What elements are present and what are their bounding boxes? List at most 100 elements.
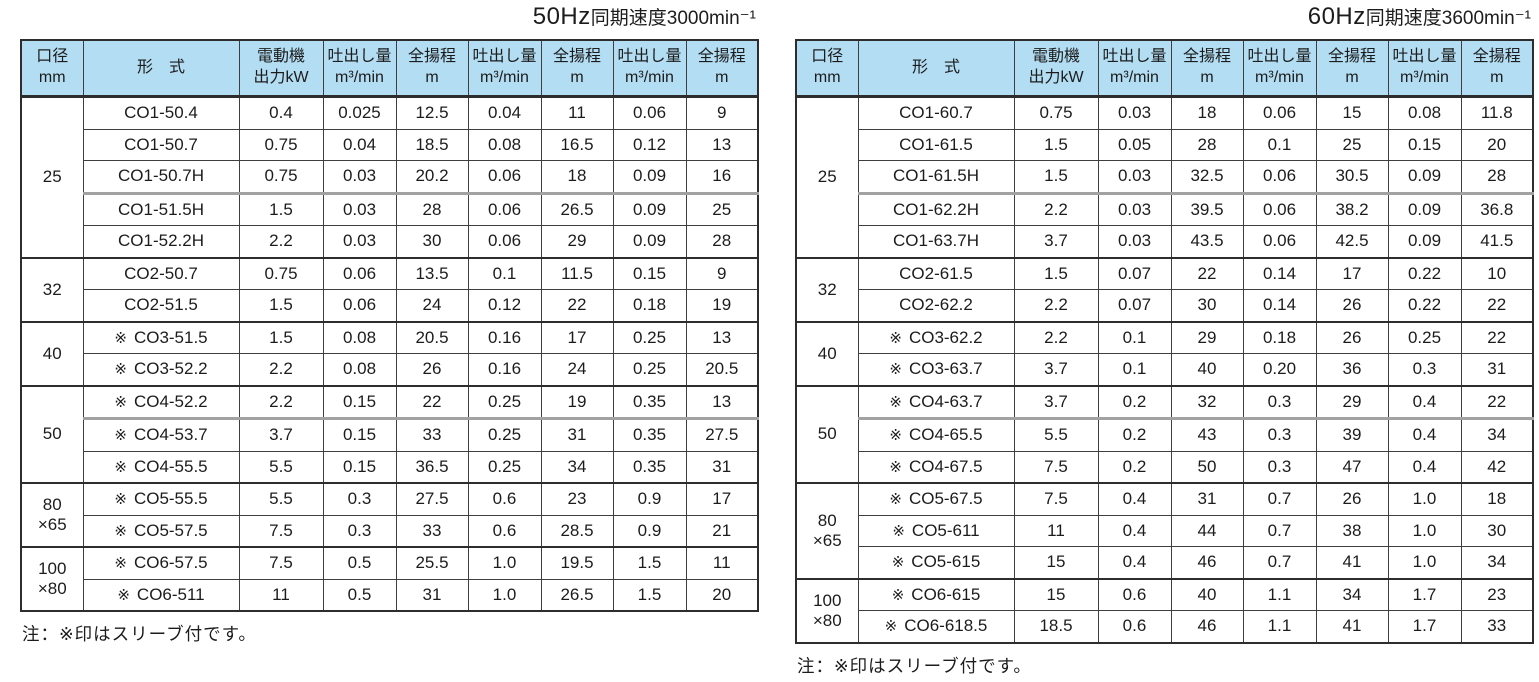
discharge-cell: 0.05 xyxy=(1097,128,1172,161)
col-header-flow: 吐出し量 m³/min xyxy=(1387,39,1462,98)
model-name: CO1-52.2H xyxy=(118,231,204,251)
sleeve-marker: ※ xyxy=(114,458,127,476)
model-name: CO4-53.7 xyxy=(133,425,208,445)
total-head-cell: 20.2 xyxy=(395,160,469,194)
discharge-cell: 0.6 xyxy=(467,514,542,548)
table-row: 25 CO1-60.7 0.75 0.03 18 0.06 15 0.08 11.8 xyxy=(795,96,1534,258)
discharge-cell: 0.6 xyxy=(467,482,542,516)
model-name: CO4-67.5 xyxy=(908,456,983,476)
table-title-50hz: 50Hz 同期速度3000min⁻¹ xyxy=(20,5,757,36)
table-row: CO1-63.7H 3.7 0.03 43.5 0.06 42.5 0.09 41.5 xyxy=(796,225,1534,258)
bore-size-label: 32 xyxy=(817,279,837,299)
total-head-cell: 47 xyxy=(1315,450,1389,484)
table-row: CO1-61.5 1.5 0.05 28 0.1 25 0.15 20 xyxy=(796,128,1534,161)
discharge-cell: 0.25 xyxy=(612,353,687,386)
discharge-cell: 0.15 xyxy=(1387,128,1462,161)
bore-size-label: 40 xyxy=(817,343,837,363)
motor-power-cell: 18.5 xyxy=(1013,610,1099,643)
total-head-cell: 25.5 xyxy=(395,546,469,580)
total-head-cell: 13 xyxy=(685,320,759,354)
total-head-cell: 13 xyxy=(685,128,759,161)
total-head-cell: 44 xyxy=(1170,514,1244,547)
discharge-cell: 1.0 xyxy=(1387,482,1462,516)
table-row: 100 ×80 ※ CO6-615 15 0.6 40 1.1 34 1.7 23 xyxy=(795,577,1534,643)
total-head-cell: 31 xyxy=(1460,353,1534,386)
total-head-cell: 23 xyxy=(1460,577,1534,611)
sleeve-marker: ※ xyxy=(114,555,127,573)
total-head-cell: 9 xyxy=(685,256,759,290)
bore-size-label: 50 xyxy=(42,424,62,444)
total-head-cell: 9 xyxy=(685,96,759,130)
total-head-cell: 19 xyxy=(685,289,759,322)
discharge-cell: 0.7 xyxy=(1242,482,1317,516)
discharge-cell: 0.08 xyxy=(322,320,397,354)
model-name: CO1-50.7 xyxy=(124,134,198,154)
total-head-cell: 25 xyxy=(685,191,759,226)
model-name: CO1-62.2H xyxy=(893,199,979,219)
discharge-cell: 1.0 xyxy=(467,578,542,612)
bore-size-cell: 100 ×80 xyxy=(795,577,859,643)
model-cell: CO1-60.7 xyxy=(857,96,1015,130)
sleeve-marker: ※ xyxy=(114,361,127,379)
col-header-flow: 吐出し量 m³/min xyxy=(1097,39,1172,98)
motor-power-cell: 0.75 xyxy=(238,160,324,194)
discharge-cell: 0.6 xyxy=(1097,610,1172,643)
discharge-cell: 0.06 xyxy=(322,289,397,322)
col-header-line: 全揚程 xyxy=(1472,48,1521,66)
sleeve-marker: ※ xyxy=(884,618,898,636)
total-head-cell: 12.5 xyxy=(395,96,469,130)
col-header-line: m³/min xyxy=(625,69,674,86)
total-head-cell: 28.5 xyxy=(540,514,614,548)
discharge-cell: 0.04 xyxy=(322,128,397,161)
model-cell: CO1-50.7 xyxy=(82,128,240,161)
total-head-cell: 30.5 xyxy=(1315,160,1389,194)
discharge-cell: 0.06 xyxy=(612,96,687,130)
discharge-cell: 0.06 xyxy=(467,225,542,258)
model-cell: ※ CO3-52.2 xyxy=(82,353,240,386)
total-head-cell: 36.5 xyxy=(395,450,469,484)
header-row: 口径 mm 形 式 電動機 出力kW 吐出し量 m³/min 全揚程 m 吐出し量 m³/… xyxy=(795,39,1534,98)
total-head-cell: 31 xyxy=(685,450,759,484)
model-cell: ※ CO3-62.2 xyxy=(857,320,1015,354)
discharge-cell: 0.03 xyxy=(322,191,397,226)
total-head-cell: 30 xyxy=(1170,289,1244,322)
sleeve-marker: ※ xyxy=(114,491,127,509)
model-cell: ※ CO6-511 xyxy=(82,578,240,612)
motor-power-cell: 1.5 xyxy=(1013,256,1099,290)
model-name: CO5-55.5 xyxy=(133,489,208,509)
total-head-cell: 19 xyxy=(540,384,614,419)
discharge-cell: 0.03 xyxy=(322,160,397,194)
table-row: CO2-62.2 2.2 0.07 30 0.14 26 0.22 22 xyxy=(796,289,1534,322)
total-head-cell: 41.5 xyxy=(1460,225,1534,258)
table-row: 40 ※ CO3-51.5 1.5 0.08 20.5 0.16 17 0.25 13 xyxy=(20,320,759,386)
total-head-cell: 40 xyxy=(1170,353,1244,386)
model-name: CO1-63.7H xyxy=(893,231,979,251)
bore-size-label: 100 xyxy=(38,559,67,579)
total-head-cell: 38.2 xyxy=(1315,191,1389,226)
discharge-cell: 0.25 xyxy=(467,417,542,452)
model-name: CO2-50.7 xyxy=(124,263,198,283)
sleeve-note: 注：※印はスリーブ付です。 xyxy=(797,655,1032,676)
frequency-label: 50Hz xyxy=(532,3,591,30)
col-header-head: 全揚程 m xyxy=(1170,39,1244,98)
discharge-cell: 0.22 xyxy=(1387,289,1462,322)
total-head-cell: 42.5 xyxy=(1315,225,1389,258)
table-row: ※ CO3-52.2 2.2 0.08 26 0.16 24 0.25 20.5 xyxy=(21,353,759,386)
discharge-cell: 1.5 xyxy=(612,546,687,580)
total-head-cell: 18.5 xyxy=(395,128,469,161)
discharge-cell: 0.16 xyxy=(467,353,542,386)
discharge-cell: 0.06 xyxy=(322,256,397,290)
total-head-cell: 17 xyxy=(1315,256,1389,290)
model-cell: ※ CO4-53.7 xyxy=(82,417,240,452)
col-header-flow: 吐出し量 m³/min xyxy=(1242,39,1317,98)
motor-power-cell: 1.5 xyxy=(238,289,324,322)
total-head-cell: 28 xyxy=(685,225,759,258)
total-head-cell: 26 xyxy=(1315,289,1389,322)
col-header-model: 形 式 xyxy=(82,39,240,98)
model-cell: CO2-51.5 xyxy=(82,289,240,322)
total-head-cell: 22 xyxy=(1460,289,1534,322)
discharge-cell: 0.14 xyxy=(1242,289,1317,322)
discharge-cell: 0.5 xyxy=(322,578,397,612)
total-head-cell: 22 xyxy=(540,289,614,322)
discharge-cell: 0.12 xyxy=(467,289,542,322)
